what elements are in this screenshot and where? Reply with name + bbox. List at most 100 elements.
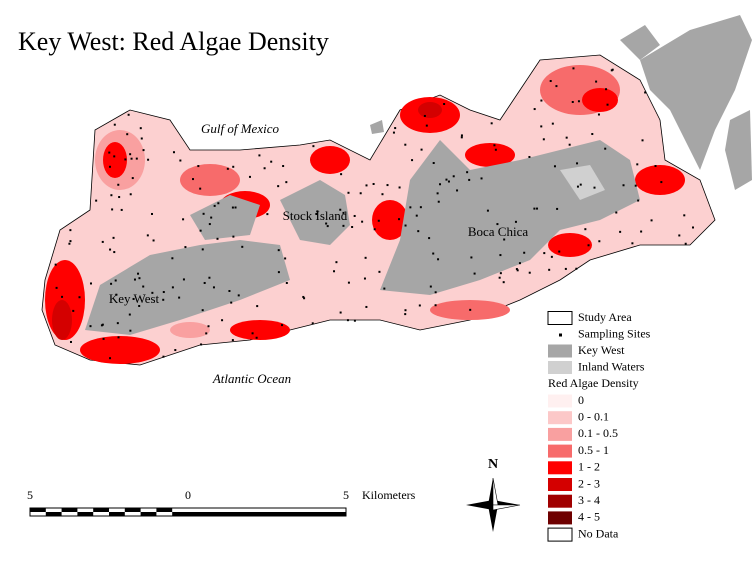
site: [208, 276, 211, 279]
site: [197, 165, 200, 168]
site: [503, 238, 506, 241]
site: [302, 295, 305, 298]
legend-label: 4 - 5: [578, 510, 600, 524]
site: [584, 228, 587, 231]
site: [518, 262, 521, 265]
site: [162, 291, 165, 294]
site: [361, 220, 364, 223]
site: [579, 183, 582, 186]
site: [231, 206, 234, 209]
site: [429, 285, 432, 288]
site: [116, 322, 119, 325]
site: [439, 183, 442, 186]
scale-segment: [124, 508, 141, 512]
site: [101, 240, 104, 243]
site: [133, 278, 136, 281]
site: [108, 151, 111, 154]
site: [114, 279, 117, 282]
site: [404, 143, 407, 146]
north-label: N: [488, 457, 498, 472]
site: [417, 230, 420, 233]
site: [466, 171, 469, 174]
site: [469, 308, 472, 311]
site: [445, 178, 448, 181]
site: [277, 185, 280, 188]
land: [85, 240, 290, 335]
site: [595, 80, 598, 83]
site: [61, 295, 64, 298]
scale-label: 0: [185, 488, 191, 502]
site: [425, 124, 428, 127]
site: [418, 304, 421, 307]
site: [199, 187, 202, 190]
site: [216, 237, 219, 240]
site: [550, 255, 553, 258]
site: [201, 309, 204, 312]
legend-label: No Data: [578, 526, 619, 540]
site: [634, 184, 637, 187]
site: [631, 242, 634, 245]
scale-unit: Kilometers: [362, 488, 416, 502]
land: [725, 110, 752, 190]
site: [660, 181, 663, 184]
site: [131, 177, 134, 180]
site: [120, 208, 123, 211]
land: [280, 180, 350, 245]
site: [277, 271, 280, 274]
site: [434, 304, 437, 307]
legend-swatch: [548, 427, 572, 441]
site: [499, 272, 502, 275]
site: [528, 271, 531, 274]
site: [650, 219, 653, 222]
scale-segment: [30, 508, 46, 512]
site: [184, 246, 187, 249]
site: [256, 305, 259, 308]
site: [192, 178, 195, 181]
site: [147, 158, 150, 161]
site: [316, 210, 319, 213]
site: [553, 165, 556, 168]
site: [113, 251, 116, 254]
legend-label: Inland Waters: [578, 359, 645, 373]
site: [339, 311, 342, 314]
site: [548, 268, 551, 271]
site: [364, 256, 367, 259]
site: [69, 240, 72, 243]
scale-segment: [172, 512, 188, 516]
site: [129, 153, 132, 156]
site: [404, 224, 407, 227]
site: [490, 122, 493, 125]
site: [443, 103, 446, 106]
site: [213, 204, 216, 207]
site: [335, 261, 338, 264]
site: [494, 148, 497, 151]
site: [248, 175, 251, 178]
legend-label: Study Area: [578, 310, 632, 324]
site: [203, 281, 206, 284]
site: [100, 324, 103, 327]
legend-swatch: [548, 511, 572, 525]
site: [210, 216, 213, 219]
density-patches: [45, 65, 685, 364]
site: [486, 209, 489, 212]
site: [226, 167, 229, 170]
land: [640, 15, 752, 170]
site: [549, 80, 552, 83]
site: [117, 183, 120, 186]
site: [142, 149, 145, 152]
legend-swatch: [548, 361, 572, 374]
map-title: Key West: Red Algae Density: [18, 27, 329, 56]
site: [108, 165, 111, 168]
site: [69, 229, 72, 232]
scale-bar: 5 0 5 Kilometers: [27, 488, 416, 517]
site: [72, 309, 75, 312]
site: [597, 113, 600, 116]
site: [182, 218, 185, 221]
site: [398, 218, 401, 221]
site: [115, 293, 118, 296]
site: [232, 165, 235, 168]
scale-label: 5: [27, 488, 33, 502]
site: [615, 211, 618, 214]
site: [514, 220, 517, 223]
